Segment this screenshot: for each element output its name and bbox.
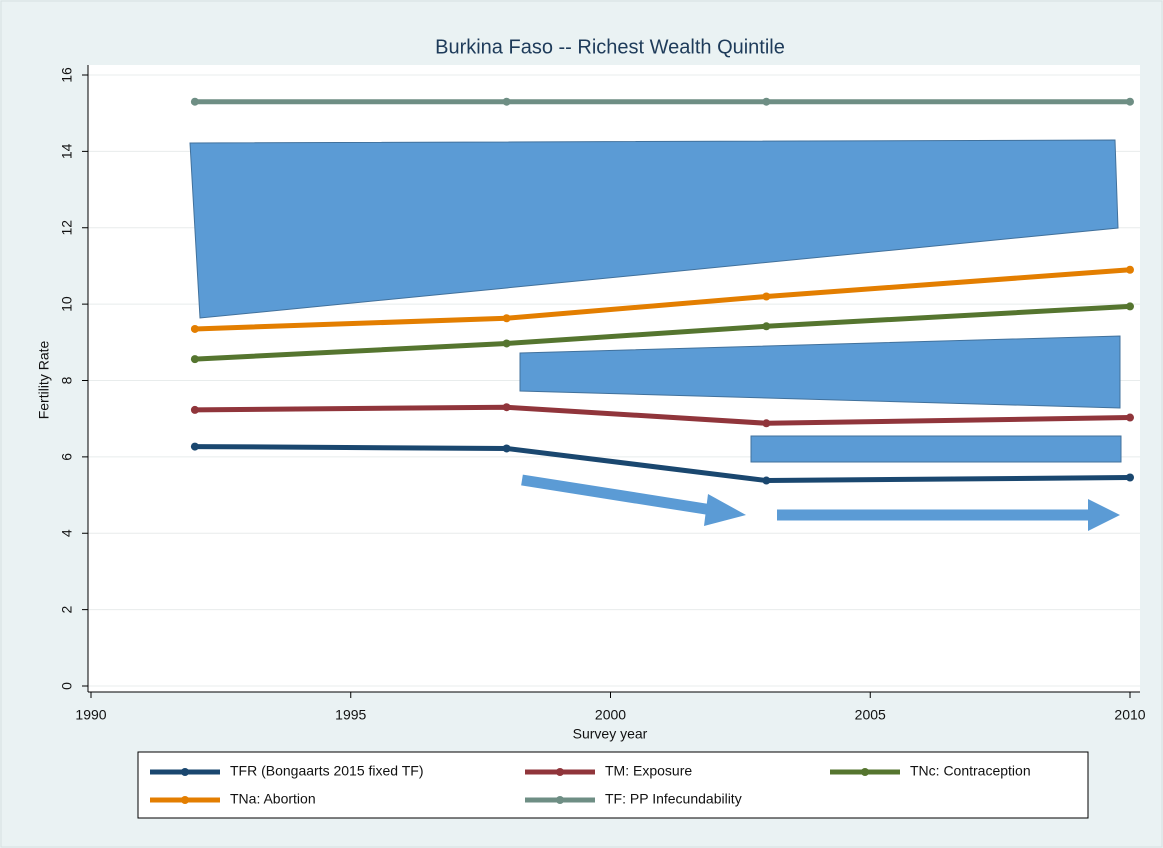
point (190, 97, 199, 106)
x-tick-label: 2005 (855, 707, 886, 723)
legend-marker (556, 768, 564, 776)
series-line (194, 267, 1131, 332)
legend-label: TFR (Bongaarts 2015 fixed TF) (230, 763, 423, 779)
x-tick-label: 1990 (75, 707, 106, 723)
x-tick-label: 1995 (335, 707, 366, 723)
series-line (194, 444, 1131, 484)
annotation-shape (519, 335, 1121, 409)
point (762, 322, 771, 331)
point (1126, 265, 1134, 274)
legend-label: TM: Exposure (605, 763, 692, 779)
point (190, 405, 199, 414)
legend-marker (181, 768, 189, 776)
y-tick-label: 8 (59, 376, 75, 384)
y-tick-label: 14 (59, 143, 75, 159)
point (190, 442, 199, 451)
y-tick-label: 12 (59, 220, 75, 236)
series-line (194, 404, 1131, 426)
legend-label: TNc: Contraception (910, 763, 1031, 779)
point (502, 97, 511, 106)
arrow-head (1088, 499, 1120, 531)
point (762, 292, 771, 301)
y-tick-label: 0 (59, 682, 75, 690)
legend-marker (861, 768, 869, 776)
point (190, 324, 199, 333)
y-tick-label: 10 (59, 296, 75, 312)
annotation-shape (750, 435, 1122, 463)
point (762, 97, 771, 106)
point (190, 355, 199, 364)
arrow-head (704, 494, 746, 526)
annotations (189, 139, 1122, 531)
legend-label: TF: PP Infecundability (605, 791, 742, 807)
point (502, 403, 511, 412)
y-axis-label: Fertility Rate (36, 341, 52, 420)
point (502, 339, 511, 348)
point (1126, 473, 1134, 482)
legend-marker (181, 796, 189, 804)
arrow (521, 474, 713, 516)
y-tick-label: 6 (59, 453, 75, 461)
point (762, 476, 771, 485)
point (502, 444, 511, 453)
legend-marker (556, 796, 564, 804)
x-axis-label: Survey year (573, 726, 648, 742)
annotation-shape (189, 139, 1119, 319)
y-tick-label: 4 (59, 529, 75, 537)
point (1126, 97, 1134, 106)
series-line (194, 303, 1131, 362)
x-tick-label: 2000 (595, 707, 626, 723)
y-tick-label: 16 (59, 67, 75, 83)
legend-label: TNa: Abortion (230, 791, 316, 807)
x-tick-label: 2010 (1114, 707, 1145, 723)
point (762, 419, 771, 428)
y-tick-label: 2 (59, 606, 75, 614)
point (502, 314, 511, 323)
legend (137, 751, 1089, 819)
point (1126, 413, 1134, 422)
chart-title: Burkina Faso -- Richest Wealth Quintile (435, 36, 785, 58)
point (1126, 302, 1134, 311)
